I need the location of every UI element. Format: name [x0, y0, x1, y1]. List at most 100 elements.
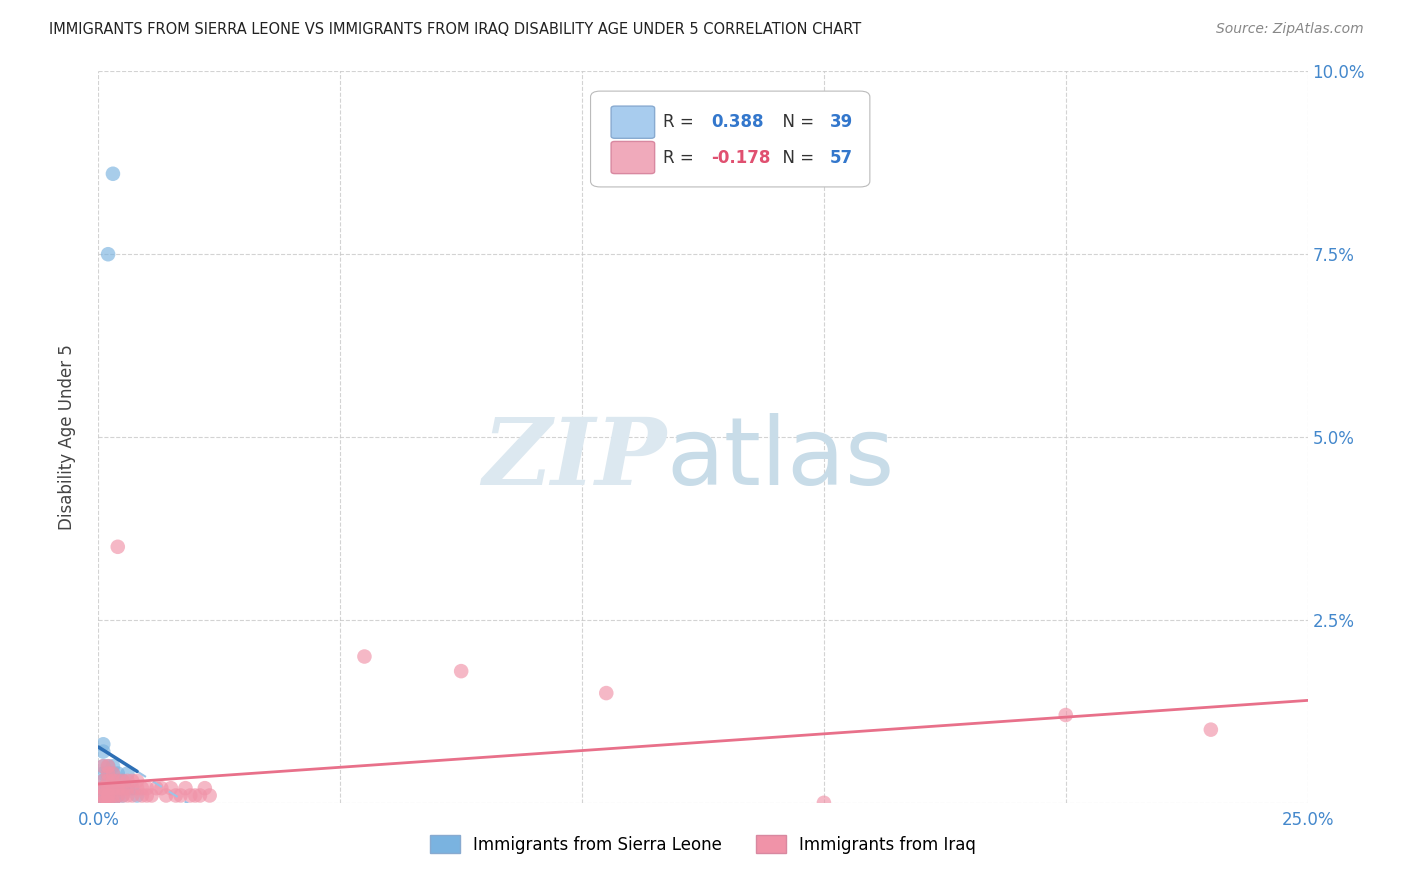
Point — [101, 796, 124, 810]
Point — [117, 766, 139, 780]
Text: 57: 57 — [830, 149, 853, 167]
Point — [97, 781, 120, 796]
Text: 0.388: 0.388 — [711, 113, 763, 131]
Point — [91, 789, 114, 803]
Point — [97, 773, 120, 788]
Text: R =: R = — [664, 113, 699, 131]
Text: N =: N = — [772, 149, 820, 167]
Point — [101, 167, 124, 181]
Point — [145, 781, 167, 796]
Point — [450, 664, 472, 678]
FancyBboxPatch shape — [591, 91, 870, 187]
Point — [121, 781, 143, 796]
Point — [91, 796, 114, 810]
Point — [91, 759, 114, 773]
Point — [184, 789, 207, 803]
Point — [111, 789, 134, 803]
Point — [127, 789, 149, 803]
Text: -0.178: -0.178 — [711, 149, 770, 167]
FancyBboxPatch shape — [612, 106, 655, 138]
Point — [107, 540, 129, 554]
Point — [91, 796, 114, 810]
Point — [1199, 723, 1222, 737]
Point — [141, 789, 163, 803]
Point — [97, 759, 120, 773]
Point — [107, 773, 129, 788]
Point — [131, 781, 153, 796]
Point — [813, 796, 835, 810]
Point — [91, 766, 114, 780]
Point — [595, 686, 617, 700]
Point — [160, 781, 183, 796]
Point — [101, 759, 124, 773]
FancyBboxPatch shape — [612, 142, 655, 174]
Point — [97, 247, 120, 261]
Text: 39: 39 — [830, 113, 853, 131]
Point — [91, 796, 114, 810]
Text: Source: ZipAtlas.com: Source: ZipAtlas.com — [1216, 22, 1364, 37]
Point — [155, 789, 177, 803]
Point — [97, 789, 120, 803]
Point — [135, 781, 157, 796]
Point — [107, 789, 129, 803]
Point — [97, 796, 120, 810]
Point — [97, 781, 120, 796]
Point — [111, 789, 134, 803]
Point — [150, 781, 173, 796]
Point — [101, 789, 124, 803]
Point — [111, 781, 134, 796]
Point — [107, 766, 129, 780]
Text: ZIP: ZIP — [482, 414, 666, 504]
Point — [174, 781, 197, 796]
Text: IMMIGRANTS FROM SIERRA LEONE VS IMMIGRANTS FROM IRAQ DISABILITY AGE UNDER 5 CORR: IMMIGRANTS FROM SIERRA LEONE VS IMMIGRAN… — [49, 22, 862, 37]
Point — [117, 781, 139, 796]
Point — [111, 773, 134, 788]
Point — [97, 789, 120, 803]
Legend: Immigrants from Sierra Leone, Immigrants from Iraq: Immigrants from Sierra Leone, Immigrants… — [423, 829, 983, 860]
Point — [353, 649, 375, 664]
Point — [135, 789, 157, 803]
Point — [101, 781, 124, 796]
Text: R =: R = — [664, 149, 699, 167]
Point — [117, 781, 139, 796]
Point — [91, 745, 114, 759]
Point — [101, 773, 124, 788]
Point — [91, 796, 114, 810]
Point — [111, 781, 134, 796]
Point — [97, 766, 120, 780]
Point — [91, 773, 114, 788]
Point — [117, 789, 139, 803]
Point — [91, 781, 114, 796]
Point — [97, 773, 120, 788]
Point — [97, 759, 120, 773]
Point — [107, 789, 129, 803]
Point — [91, 781, 114, 796]
Point — [97, 781, 120, 796]
Point — [91, 789, 114, 803]
Y-axis label: Disability Age Under 5: Disability Age Under 5 — [58, 344, 76, 530]
Point — [117, 773, 139, 788]
Point — [121, 789, 143, 803]
Point — [101, 796, 124, 810]
Point — [97, 796, 120, 810]
Point — [198, 789, 221, 803]
Point — [91, 759, 114, 773]
Point — [101, 789, 124, 803]
Point — [107, 781, 129, 796]
Point — [97, 766, 120, 780]
Point — [97, 789, 120, 803]
Point — [91, 781, 114, 796]
Point — [107, 773, 129, 788]
Point — [107, 781, 129, 796]
Point — [127, 781, 149, 796]
Point — [101, 781, 124, 796]
Point — [91, 773, 114, 788]
Point — [91, 737, 114, 751]
Text: N =: N = — [772, 113, 820, 131]
Point — [111, 773, 134, 788]
Point — [165, 789, 187, 803]
Point — [188, 789, 211, 803]
Point — [101, 766, 124, 780]
Point — [127, 773, 149, 788]
Point — [179, 789, 201, 803]
